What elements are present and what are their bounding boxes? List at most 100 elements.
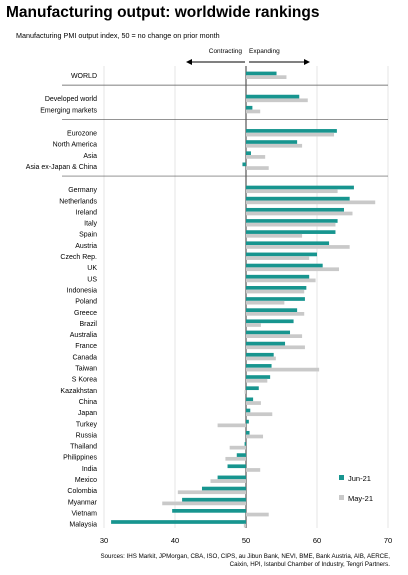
bar-may-21 [225, 456, 246, 461]
bar-may-21 [246, 245, 350, 249]
legend-label-jun: Jun-21 [348, 474, 371, 483]
category-label: France [75, 343, 97, 350]
bar-jun-21 [246, 352, 274, 357]
bar-may-21 [246, 189, 338, 194]
bar-may-21 [246, 233, 303, 238]
bar-may-21 [246, 300, 285, 305]
category-label: Colombia [67, 488, 97, 495]
bar-may-21 [246, 222, 336, 227]
x-tick-label: 40 [171, 536, 179, 545]
category-label: Emerging markets [40, 107, 97, 114]
category-label: North America [53, 142, 97, 149]
chart-subtitle: Manufacturing PMI output index, 50 = no … [16, 31, 220, 40]
category-label: Turkey [76, 421, 98, 428]
bar-may-21 [246, 200, 376, 205]
bar-jun-21 [172, 509, 246, 513]
category-label: Australia [70, 332, 97, 339]
bar-may-21 [246, 367, 320, 372]
category-label: Asia [83, 153, 97, 160]
x-axis-ticks: 30 40 50 60 70 [100, 536, 392, 545]
bar-jun-21 [246, 364, 272, 368]
legend-label-may: May-21 [348, 494, 373, 503]
bar-jun-21 [246, 297, 305, 301]
bar-may-21 [246, 434, 264, 439]
bar-jun-21 [246, 386, 259, 391]
bar-jun-21 [246, 252, 317, 257]
bar-may-21 [229, 445, 246, 450]
bars [111, 71, 376, 528]
bar-jun-21 [246, 219, 338, 223]
bar-jun-21 [246, 319, 294, 324]
bar-jun-21 [244, 442, 246, 446]
legend-swatch-jun [339, 475, 344, 480]
bar-jun-21 [246, 274, 310, 279]
bar-may-21 [162, 501, 246, 506]
bar-jun-21 [246, 430, 250, 435]
category-label: Italy [84, 221, 97, 228]
bar-may-21 [246, 75, 287, 79]
bar-may-21 [246, 312, 305, 316]
bar-may-21 [246, 345, 305, 350]
bar-may-21 [246, 256, 310, 260]
bar-jun-21 [246, 419, 249, 424]
category-label: Ireland [76, 209, 98, 216]
category-label: Vietnam [71, 510, 97, 517]
category-label: China [79, 399, 97, 406]
bar-jun-21 [246, 308, 298, 312]
category-label: Japan [78, 410, 97, 417]
bar-jun-21 [217, 475, 246, 480]
bar-jun-21 [242, 162, 246, 167]
category-label: Spain [79, 232, 97, 239]
legend-swatch-may [339, 495, 344, 500]
bar-may-21 [246, 211, 353, 216]
bar-jun-21 [236, 453, 246, 457]
bar-may-21 [217, 423, 246, 428]
contracting-arrowhead [186, 59, 192, 65]
bar-may-21 [246, 143, 303, 148]
category-label: UK [87, 265, 97, 272]
direction-arrows: Contracting Expanding [186, 48, 310, 65]
bar-jun-21 [246, 185, 354, 190]
bar-jun-21 [246, 286, 307, 290]
bar-may-21 [246, 412, 273, 417]
bar-may-21 [246, 356, 276, 361]
category-label: Russia [76, 432, 98, 439]
category-label: Taiwan [75, 366, 97, 373]
bar-may-21 [246, 334, 303, 338]
expanding-arrowhead [304, 59, 310, 65]
bar-jun-21 [246, 71, 277, 76]
bar-may-21 [246, 323, 261, 327]
x-tick-label: 50 [242, 536, 250, 545]
bar-may-21 [246, 468, 261, 472]
category-label: Thailand [70, 444, 97, 451]
x-tick-label: 60 [313, 536, 321, 545]
category-label: Netherlands [59, 198, 97, 205]
category-label: Poland [75, 299, 97, 306]
bar-may-21 [246, 132, 335, 137]
category-label: Austria [75, 243, 97, 250]
x-tick-label: 30 [100, 536, 108, 545]
category-label: US [87, 276, 97, 283]
category-label: Greece [74, 310, 97, 317]
category-label: India [82, 466, 97, 473]
category-label: Canada [72, 354, 97, 361]
bar-may-21 [246, 401, 261, 405]
category-label: Malaysia [69, 522, 97, 529]
bar-may-21 [246, 289, 305, 294]
bar-jun-21 [201, 486, 246, 491]
category-label: Brazil [79, 321, 97, 328]
bar-may-21 [246, 109, 261, 114]
bar-jun-21 [246, 207, 344, 212]
bar-jun-21 [246, 140, 298, 144]
bar-jun-21 [246, 330, 291, 335]
category-label: Czech Rep. [60, 254, 97, 261]
bar-may-21 [246, 267, 340, 272]
bar-jun-21 [246, 241, 330, 246]
bar-may-21 [243, 523, 246, 528]
bar-jun-21 [246, 129, 337, 133]
category-label: Indonesia [67, 287, 97, 294]
bar-jun-21 [227, 464, 246, 469]
chart-title: Manufacturing output: worldwide rankings [6, 4, 320, 21]
bar-jun-21 [246, 94, 300, 99]
